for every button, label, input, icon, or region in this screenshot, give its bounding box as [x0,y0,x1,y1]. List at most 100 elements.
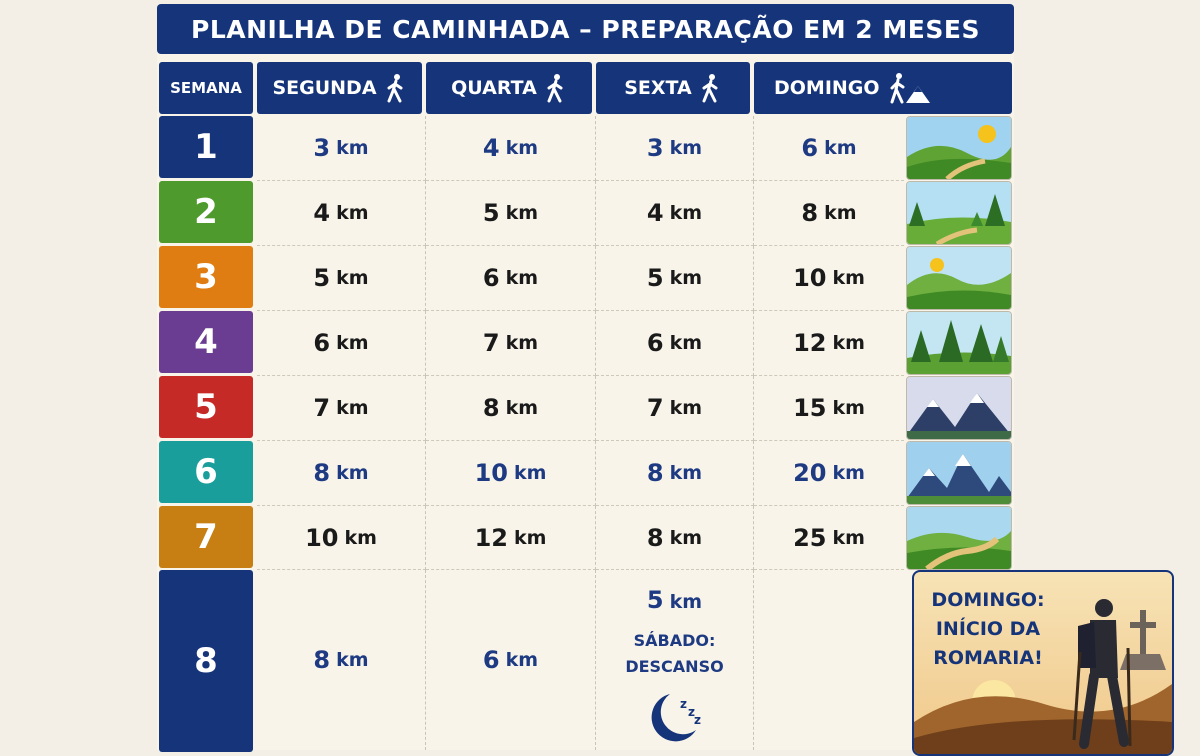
monday-distance: 4 km [257,181,426,246]
distance-unit: km [669,267,703,289]
distance-unit: km [505,267,539,289]
distance-unit: km [824,137,857,159]
week-number-6: 6 [159,441,253,503]
header-monday: SEGUNDA [257,62,422,114]
valley-path-icon [906,506,1012,570]
distance-unit: km [832,397,865,419]
hiker-pilgrimage-scene [914,599,1172,754]
distance-unit: km [669,591,703,613]
friday-distance: 5 km [596,246,754,311]
snowy-mountains-icon [906,441,1012,505]
distance-unit: km [669,137,703,159]
distance-value: 6 [482,264,500,292]
forest-path-icon [906,181,1012,245]
svg-text:z: z [694,713,701,727]
week-number-5: 5 [159,376,253,438]
sunday-distance: 20 km [754,441,904,506]
distance-unit: km [669,332,703,354]
svg-text:z: z [680,697,687,711]
sunday-distance: 25 km [754,506,904,570]
distance-unit: km [336,267,369,289]
distance-unit: km [669,462,703,484]
walker-icon [385,73,407,103]
distance-unit: km [505,397,539,419]
page-title: PLANILHA DE CAMINHADA – PREPARAÇÃO EM 2 … [157,4,1014,54]
friday-distance: 6 km [596,311,754,376]
week-number-8: 8 [159,570,253,752]
header-week-label: SEMANA [170,79,242,97]
distance-value: 5 [646,586,664,614]
distance-value: 8 [646,523,664,552]
distance-value: 7 [313,394,331,422]
distance-value: 5 [313,264,331,292]
distance-unit: km [505,332,539,354]
sunrise-hills-icon [906,246,1012,310]
sunday-distance: 12 km [754,311,904,376]
monday-distance: 3 km [257,116,426,181]
pine-trees-icon [906,311,1012,375]
monday-distance: 7 km [257,376,426,441]
distance-unit: km [336,649,369,671]
distance-value: 10 [474,459,508,487]
monday-distance: 5 km [257,246,426,311]
walker-icon [700,73,722,103]
distance-unit: km [832,462,865,484]
distance-unit: km [513,462,547,484]
header-monday-label: SEGUNDA [272,77,377,99]
distance-value: 8 [313,459,331,487]
header-friday: SEXTA [596,62,750,114]
week-number-7: 7 [159,506,253,568]
week-number-3: 3 [159,246,253,308]
distance-unit: km [505,649,539,671]
distance-value: 3 [646,134,664,162]
header-friday-label: SEXTA [624,77,692,99]
distance-value: 3 [313,134,331,162]
rest-note: SÁBADO: DESCANSO [625,628,723,680]
distance-value: 6 [801,134,819,162]
week-number-2: 2 [159,181,253,243]
walker-icon [545,73,567,103]
wednesday-distance: 8 km [426,376,596,441]
distance-unit: km [336,202,369,224]
distance-unit: km [336,462,369,484]
hiker-mountain-icon [888,72,932,104]
monday-distance: 8 km [257,570,426,750]
distance-value: 4 [646,199,664,227]
distance-value: 10 [305,523,339,552]
distance-unit: km [669,397,703,419]
pilgrimage-poster: DOMINGO: INÍCIO DA ROMARIA! [912,570,1174,756]
distance-value: 12 [474,523,508,552]
friday-distance: 3 km [596,116,754,181]
distance-value: 25 [793,523,827,552]
sunday-distance: 10 km [754,246,904,311]
monday-distance: 6 km [257,311,426,376]
distance-unit: km [824,202,857,224]
friday-distance: 5 km [647,586,702,614]
distance-unit: km [505,137,539,159]
wednesday-distance: 7 km [426,311,596,376]
distance-unit: km [336,332,369,354]
distance-value: 7 [482,329,500,357]
distance-value: 8 [482,394,500,422]
distance-value: 12 [793,329,827,357]
distance-value: 6 [646,329,664,357]
week-number-4: 4 [159,311,253,373]
distance-unit: km [832,267,865,289]
distance-unit: km [336,137,369,159]
wednesday-distance: 10 km [426,441,596,506]
poster-line-3: ROMARIA! [933,647,1043,669]
distance-value: 15 [793,394,827,422]
wednesday-distance: 5 km [426,181,596,246]
distance-value: 7 [646,394,664,422]
distance-unit: km [336,397,369,419]
walking-plan-sheet: PLANILHA DE CAMINHADA – PREPARAÇÃO EM 2 … [157,4,1174,756]
monday-distance: 8 km [257,441,426,506]
wednesday-distance: 4 km [426,116,596,181]
distance-unit: km [669,526,703,549]
distance-value: 20 [793,459,827,487]
header-week: SEMANA [159,62,253,114]
header-wednesday: QUARTA [426,62,592,114]
wednesday-distance: 12 km [426,506,596,570]
